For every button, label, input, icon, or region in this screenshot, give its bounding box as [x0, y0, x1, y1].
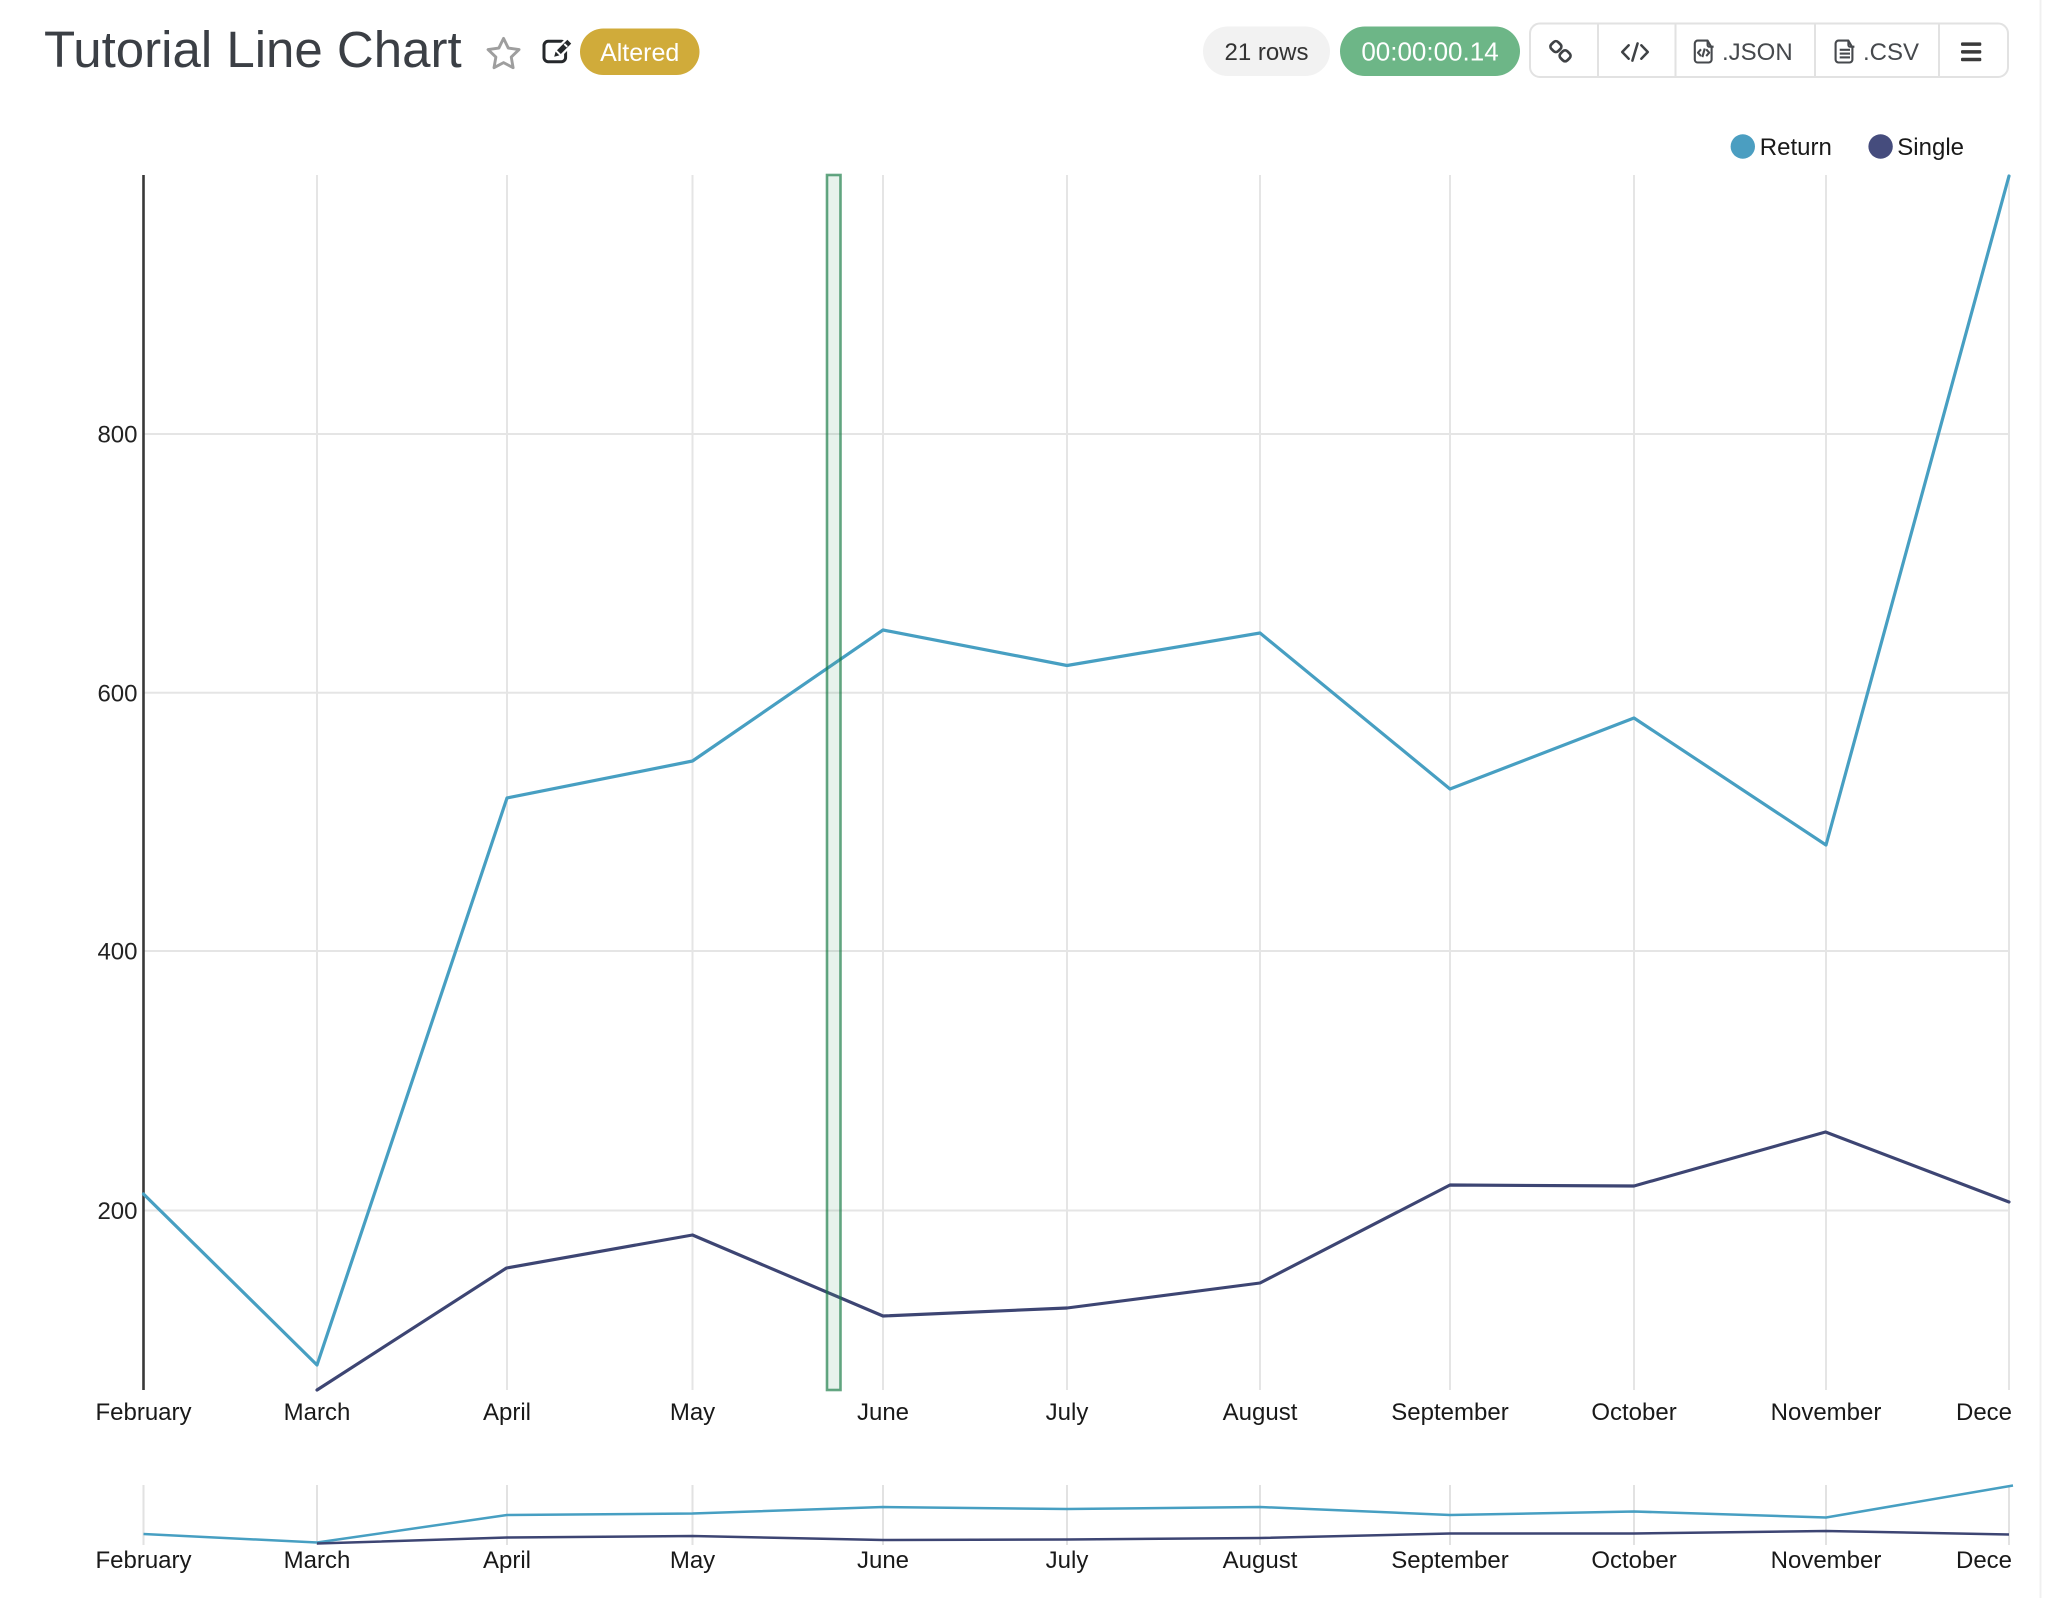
svg-text:Altered: Altered	[600, 39, 679, 67]
svg-text:Return: Return	[1760, 134, 1832, 161]
svg-text:August: August	[1223, 1547, 1298, 1574]
svg-text:July: July	[1046, 1399, 1089, 1426]
svg-text:June: June	[857, 1547, 909, 1574]
svg-text:November: November	[1771, 1399, 1882, 1426]
svg-text:800: 800	[97, 422, 137, 449]
svg-text:May: May	[670, 1547, 715, 1574]
svg-text:March: March	[284, 1399, 351, 1426]
svg-text:May: May	[670, 1399, 715, 1426]
svg-text:July: July	[1046, 1547, 1089, 1574]
svg-text:August: August	[1223, 1399, 1298, 1426]
svg-text:00:00:00.14: 00:00:00.14	[1361, 37, 1498, 67]
svg-text:February: February	[95, 1547, 191, 1574]
svg-text:April: April	[483, 1547, 531, 1574]
svg-text:June: June	[857, 1399, 909, 1426]
svg-text:200: 200	[97, 1198, 137, 1225]
svg-text:Tutorial Line Chart: Tutorial Line Chart	[44, 21, 462, 78]
svg-text:.CSV: .CSV	[1863, 39, 1919, 66]
svg-text:Dece: Dece	[1956, 1399, 2012, 1426]
svg-text:September: September	[1391, 1399, 1508, 1426]
svg-text:400: 400	[97, 939, 137, 966]
svg-text:March: March	[284, 1547, 351, 1574]
svg-text:Single: Single	[1897, 134, 1964, 161]
svg-text:.JSON: .JSON	[1722, 39, 1793, 66]
svg-text:September: September	[1391, 1547, 1508, 1574]
svg-text:October: October	[1591, 1547, 1676, 1574]
svg-text:21 rows: 21 rows	[1224, 39, 1308, 66]
svg-text:April: April	[483, 1399, 531, 1426]
svg-text:600: 600	[97, 681, 137, 708]
svg-text:Dece: Dece	[1956, 1547, 2012, 1574]
svg-text:February: February	[95, 1399, 191, 1426]
svg-text:October: October	[1591, 1399, 1676, 1426]
svg-text:November: November	[1771, 1547, 1882, 1574]
